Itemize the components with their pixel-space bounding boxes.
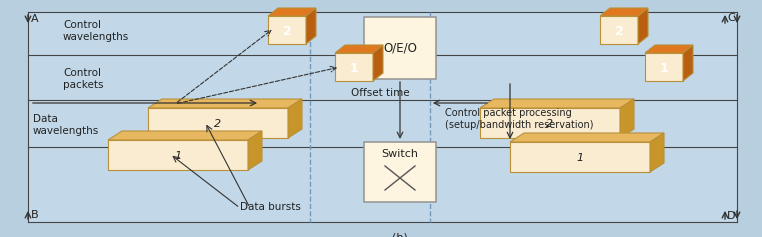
Text: 1: 1 — [350, 61, 358, 74]
Text: 1: 1 — [576, 153, 584, 163]
Polygon shape — [480, 99, 634, 108]
Polygon shape — [620, 99, 634, 138]
Text: 2: 2 — [283, 24, 291, 37]
Polygon shape — [645, 45, 693, 53]
FancyBboxPatch shape — [364, 142, 436, 202]
Text: A: A — [31, 14, 39, 24]
Polygon shape — [645, 53, 683, 81]
Polygon shape — [373, 45, 383, 81]
Polygon shape — [306, 8, 316, 44]
Polygon shape — [480, 108, 620, 138]
Polygon shape — [148, 99, 302, 108]
Polygon shape — [510, 142, 650, 172]
Polygon shape — [683, 45, 693, 81]
Text: Switch: Switch — [382, 149, 418, 159]
Text: Control packet processing
(setup/bandwidth reservation): Control packet processing (setup/bandwid… — [445, 108, 594, 130]
Text: Control
wavelengths: Control wavelengths — [63, 20, 130, 42]
Polygon shape — [268, 16, 306, 44]
Text: (b): (b) — [392, 232, 408, 237]
Text: 1: 1 — [174, 151, 181, 161]
Polygon shape — [600, 8, 648, 16]
Text: Data
wavelengths: Data wavelengths — [33, 114, 99, 136]
Text: Control
packets: Control packets — [63, 68, 104, 90]
Polygon shape — [335, 45, 383, 53]
Polygon shape — [600, 16, 638, 44]
Polygon shape — [288, 99, 302, 138]
Text: O/E/O: O/E/O — [383, 41, 417, 55]
Text: 2: 2 — [615, 24, 623, 37]
Text: Data bursts: Data bursts — [239, 202, 300, 212]
Polygon shape — [268, 8, 316, 16]
Text: D: D — [727, 211, 735, 221]
Polygon shape — [108, 140, 248, 170]
FancyBboxPatch shape — [364, 17, 436, 79]
Polygon shape — [108, 131, 262, 140]
Polygon shape — [248, 131, 262, 170]
Polygon shape — [335, 53, 373, 81]
Polygon shape — [638, 8, 648, 44]
Polygon shape — [510, 133, 664, 142]
Text: Offset time: Offset time — [351, 88, 409, 98]
Polygon shape — [148, 108, 288, 138]
Text: 1: 1 — [660, 61, 668, 74]
Text: B: B — [31, 210, 39, 220]
Text: C: C — [727, 13, 735, 23]
Text: 2: 2 — [214, 119, 222, 129]
Polygon shape — [650, 133, 664, 172]
Text: 2: 2 — [546, 119, 553, 129]
